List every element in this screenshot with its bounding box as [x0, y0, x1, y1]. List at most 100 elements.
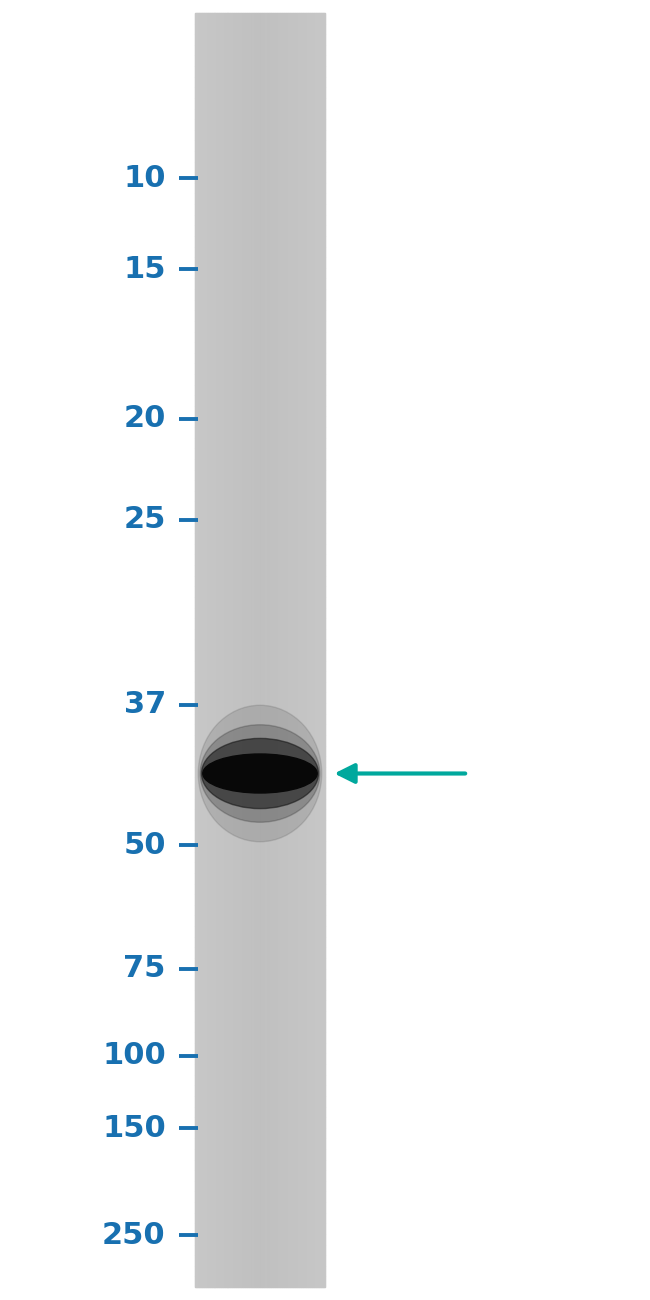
Bar: [197, 13, 200, 1287]
Bar: [195, 1086, 325, 1096]
Bar: [273, 13, 275, 1287]
Bar: [195, 862, 325, 874]
Bar: [314, 13, 317, 1287]
Bar: [195, 438, 325, 448]
Bar: [234, 13, 236, 1287]
Bar: [195, 34, 325, 44]
Bar: [195, 56, 325, 66]
Bar: [195, 936, 325, 948]
Bar: [275, 13, 278, 1287]
Bar: [195, 1032, 325, 1043]
Bar: [195, 1127, 325, 1139]
Bar: [195, 87, 325, 98]
Bar: [195, 480, 325, 490]
Bar: [195, 204, 325, 214]
Bar: [195, 385, 325, 395]
Bar: [223, 13, 226, 1287]
Bar: [195, 1213, 325, 1223]
Bar: [195, 948, 325, 958]
Bar: [221, 13, 223, 1287]
Bar: [310, 13, 312, 1287]
Bar: [202, 13, 203, 1287]
Bar: [195, 321, 325, 332]
Bar: [195, 681, 325, 693]
Bar: [240, 13, 242, 1287]
Bar: [195, 46, 325, 56]
Bar: [195, 130, 325, 140]
Bar: [195, 566, 325, 576]
Bar: [227, 13, 229, 1287]
Bar: [291, 13, 292, 1287]
Bar: [292, 13, 294, 1287]
Bar: [195, 788, 325, 798]
Bar: [247, 13, 249, 1287]
Bar: [195, 1117, 325, 1127]
Bar: [195, 109, 325, 120]
Bar: [195, 1191, 325, 1202]
Text: 37: 37: [124, 690, 166, 719]
Bar: [281, 13, 284, 1287]
Bar: [195, 311, 325, 321]
Bar: [195, 469, 325, 480]
Bar: [195, 13, 325, 23]
Bar: [306, 13, 307, 1287]
Bar: [195, 374, 325, 385]
Bar: [260, 13, 262, 1287]
Bar: [195, 459, 325, 469]
Bar: [195, 23, 325, 34]
Bar: [195, 874, 325, 884]
Bar: [195, 332, 325, 342]
Text: 50: 50: [124, 831, 166, 859]
Bar: [195, 225, 325, 237]
Bar: [195, 502, 325, 512]
Bar: [195, 820, 325, 831]
Bar: [195, 968, 325, 979]
Bar: [195, 650, 325, 660]
Bar: [249, 13, 252, 1287]
Bar: [294, 13, 297, 1287]
Bar: [266, 13, 268, 1287]
Bar: [195, 1075, 325, 1086]
Bar: [195, 140, 325, 151]
Bar: [318, 13, 320, 1287]
Bar: [195, 671, 325, 681]
Bar: [195, 1149, 325, 1160]
Bar: [323, 13, 325, 1287]
Bar: [317, 13, 318, 1287]
Bar: [195, 703, 325, 714]
Bar: [195, 1022, 325, 1032]
Text: 20: 20: [124, 404, 166, 433]
Bar: [195, 1223, 325, 1234]
Bar: [195, 554, 325, 566]
Bar: [208, 13, 210, 1287]
Bar: [280, 13, 281, 1287]
Bar: [195, 543, 325, 554]
Bar: [195, 1063, 325, 1075]
Bar: [195, 798, 325, 809]
Bar: [195, 512, 325, 523]
Bar: [195, 1202, 325, 1213]
Bar: [304, 13, 306, 1287]
Bar: [320, 13, 323, 1287]
Bar: [195, 342, 325, 352]
Bar: [195, 714, 325, 724]
Bar: [195, 640, 325, 650]
Bar: [195, 1180, 325, 1191]
Bar: [216, 13, 219, 1287]
Ellipse shape: [203, 754, 317, 793]
Bar: [195, 1160, 325, 1170]
Bar: [195, 395, 325, 406]
Bar: [195, 586, 325, 597]
Bar: [255, 13, 258, 1287]
Bar: [301, 13, 304, 1287]
Bar: [195, 1139, 325, 1149]
Text: 150: 150: [102, 1114, 166, 1143]
Bar: [195, 915, 325, 926]
Bar: [195, 426, 325, 438]
Bar: [262, 13, 265, 1287]
Bar: [195, 1001, 325, 1011]
Bar: [195, 183, 325, 194]
Bar: [195, 745, 325, 757]
Bar: [195, 1244, 325, 1256]
Bar: [195, 66, 325, 77]
